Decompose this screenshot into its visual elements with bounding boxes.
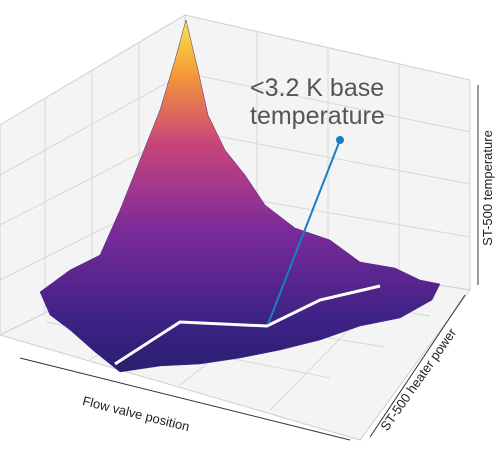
- annotation-line: <3.2 K base: [250, 74, 384, 102]
- base-temperature-line: [114, 284, 381, 366]
- annotation-line: temperature: [250, 102, 385, 130]
- x-axis-label: Flow valve position: [81, 393, 191, 434]
- axis-ticks: [19, 85, 479, 441]
- annotation-dot: [336, 136, 344, 144]
- annotation-pointer: [267, 139, 341, 325]
- x-axis-line: [19, 357, 351, 441]
- y-axis-line: [369, 294, 466, 438]
- surface: [39, 19, 441, 373]
- z-axis-label: ST-500 temperature: [480, 130, 495, 246]
